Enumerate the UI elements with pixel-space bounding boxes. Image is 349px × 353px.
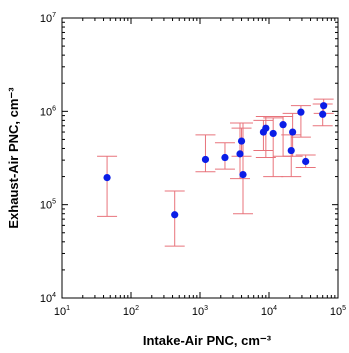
tick-exponent: 7 [52, 12, 56, 19]
tick-exponent: 2 [135, 305, 139, 312]
error-bar [263, 117, 284, 178]
tick-exponent: 5 [342, 305, 346, 312]
data-point [319, 110, 327, 118]
data-point [262, 124, 270, 132]
data-point [103, 173, 111, 182]
data-point [221, 153, 229, 162]
error-bar [97, 155, 118, 217]
x-tick-label: 102 [123, 305, 139, 318]
data-point [239, 170, 247, 179]
tick-exponent: 1 [66, 305, 70, 312]
error-bar [164, 190, 185, 247]
data-point [320, 102, 328, 110]
x-tick-label: 101 [54, 305, 70, 318]
tick-base: 10 [123, 306, 135, 318]
y-tick-label: 105 [40, 199, 56, 212]
tick-exponent: 4 [52, 292, 56, 299]
data-points [103, 102, 328, 219]
axis-ticks [61, 17, 339, 299]
tick-base: 10 [40, 200, 52, 212]
x-tick-label: 104 [261, 305, 277, 318]
tick-base: 10 [192, 306, 204, 318]
y-tick-label: 106 [40, 105, 56, 118]
tick-exponent: 5 [52, 199, 56, 206]
data-point [201, 155, 210, 164]
y-tick-label: 104 [40, 292, 56, 305]
data-point [302, 157, 310, 166]
tick-base: 10 [40, 13, 52, 25]
plot-frame [61, 17, 339, 299]
tick-base: 10 [330, 306, 342, 318]
error-bar [281, 134, 302, 178]
data-point [279, 121, 287, 129]
error-bar [233, 122, 254, 215]
error-bars [97, 98, 334, 247]
y-axis-label: Exhaust-Air PNC, cm⁻³ [6, 87, 21, 229]
data-point [287, 146, 295, 155]
x-tick-label: 103 [192, 305, 208, 318]
data-point [297, 108, 305, 116]
tick-base: 10 [40, 106, 52, 118]
tick-base: 10 [54, 306, 66, 318]
tick-exponent: 6 [52, 105, 56, 112]
x-tick-label: 105 [330, 305, 346, 318]
tick-base: 10 [40, 293, 52, 305]
error-bar [255, 116, 276, 159]
tick-exponent: 3 [204, 305, 208, 312]
x-axis-label: Intake-Air PNC, cm⁻³ [143, 333, 272, 348]
plot-border [61, 17, 339, 299]
y-tick-label: 107 [40, 12, 56, 25]
data-point [171, 211, 179, 219]
data-point [269, 129, 277, 138]
data-point [237, 137, 246, 145]
tick-exponent: 4 [273, 305, 277, 312]
data-point [289, 128, 297, 136]
tick-base: 10 [261, 306, 273, 318]
data-point [236, 150, 244, 158]
error-bar [195, 134, 216, 173]
